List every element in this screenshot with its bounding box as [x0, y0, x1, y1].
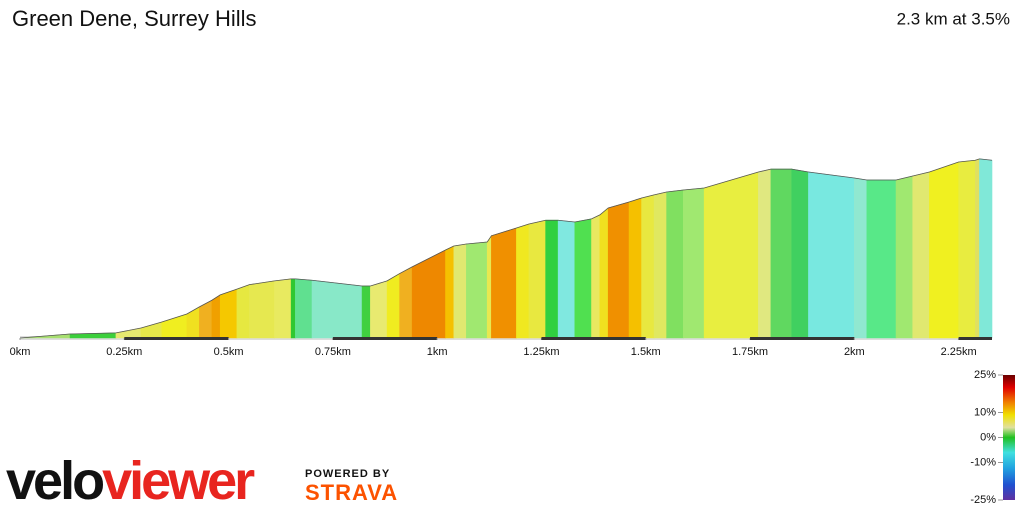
- gradient-segment: [361, 285, 371, 339]
- gradient-segment: [186, 306, 200, 339]
- gradient-segment: [411, 249, 446, 339]
- colorbar-label: 25%: [974, 369, 996, 381]
- colorbar-label: -10%: [970, 456, 996, 468]
- gradient-segment: [628, 197, 642, 339]
- colorbar: [1003, 375, 1015, 500]
- gradient-segment: [979, 158, 993, 339]
- gradient-segment: [219, 288, 238, 339]
- x-tick-label: 1.75km: [732, 346, 768, 358]
- gradient-segment: [370, 280, 388, 339]
- distance-bar: [958, 337, 992, 340]
- chart-subtitle: 2.3 km at 3.5%: [897, 9, 1010, 28]
- gradient-segment: [791, 168, 809, 339]
- gradient-segment: [274, 278, 292, 339]
- gradient-segment: [758, 168, 772, 339]
- x-tick-label: 0km: [10, 346, 31, 358]
- gradient-segment: [912, 171, 930, 339]
- gradient-segment: [557, 219, 576, 339]
- gradient-segment: [545, 219, 559, 339]
- logo-velo: velo: [6, 451, 103, 511]
- x-tick-label: 2.25km: [941, 346, 977, 358]
- x-tick-label: 2km: [844, 346, 865, 358]
- gradient-segment: [295, 278, 313, 339]
- gradient-segment: [466, 241, 488, 339]
- gradient-segment: [666, 189, 684, 339]
- distance-bar: [750, 337, 855, 340]
- gradient-segment: [399, 266, 413, 339]
- gradient-segment: [653, 191, 667, 339]
- x-tick-label: 1km: [427, 346, 448, 358]
- gradient-segment: [808, 171, 855, 339]
- gradient-segment: [211, 294, 221, 339]
- gradient-segment: [641, 194, 655, 339]
- gradient-segment: [486, 234, 492, 339]
- gradient-segment: [115, 327, 142, 339]
- gradient-segment: [290, 278, 296, 339]
- colorbar-label: 10%: [974, 406, 996, 418]
- colorbar-label: 0%: [980, 431, 996, 443]
- gradient-segment: [311, 279, 363, 339]
- gradient-segment: [854, 177, 868, 339]
- gradient-segment: [958, 159, 976, 339]
- gradient-segment: [386, 273, 400, 339]
- gradient-segment: [770, 168, 793, 339]
- strava-logo: STRAVA: [305, 480, 398, 505]
- gradient-segment: [607, 201, 630, 339]
- gradient-segment: [516, 223, 530, 339]
- chart-title: Green Dene, Surrey Hills: [12, 6, 257, 31]
- gradient-segment: [249, 280, 275, 339]
- distance-bar: [332, 337, 438, 340]
- gradient-segment: [682, 187, 705, 339]
- gradient-segment: [703, 171, 759, 339]
- gradient-segment: [236, 284, 250, 339]
- gradient-segment: [929, 161, 959, 339]
- gradient-segment: [975, 158, 980, 339]
- gradient-segment: [445, 245, 455, 339]
- gradient-segment: [574, 218, 592, 339]
- logo: veloviewer: [6, 451, 255, 511]
- powered-by: POWERED BY: [305, 468, 390, 480]
- x-tick-label: 1.5km: [631, 346, 661, 358]
- distance-bar: [541, 337, 646, 340]
- gradient-segment: [866, 179, 897, 339]
- colorbar-label: -25%: [970, 494, 996, 506]
- gradient-segment: [895, 175, 914, 339]
- x-tick-label: 1.25km: [523, 346, 559, 358]
- x-tick-label: 0.75km: [315, 346, 351, 358]
- x-tick-label: 0.5km: [214, 346, 244, 358]
- gradient-segment: [491, 227, 517, 339]
- gradient-segment: [591, 214, 601, 339]
- gradient-segment: [453, 243, 467, 339]
- x-tick-label: 0.25km: [106, 346, 142, 358]
- profile-outline: [19, 158, 993, 339]
- logo-viewer: viewer: [102, 451, 255, 511]
- gradient-segment: [599, 207, 609, 339]
- gradient-segment: [528, 219, 546, 339]
- distance-bar: [124, 337, 229, 340]
- gradient-segment: [140, 321, 163, 339]
